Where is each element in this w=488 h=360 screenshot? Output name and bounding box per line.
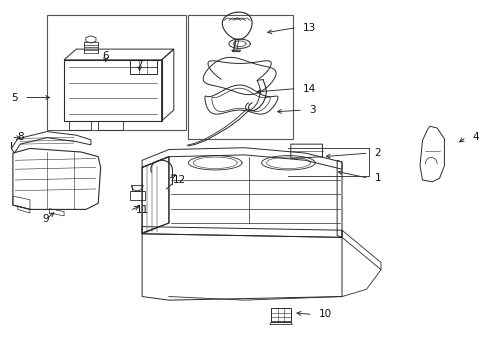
Text: 11: 11 [136,206,149,216]
Text: 1: 1 [374,173,381,183]
Text: 6: 6 [102,51,109,61]
Text: 2: 2 [374,148,381,158]
Text: 7: 7 [136,60,142,70]
Text: 8: 8 [17,132,24,142]
Bar [188,15,293,139]
Text: 10: 10 [318,310,331,319]
Text: 9: 9 [42,215,49,224]
Text: 12: 12 [172,175,185,185]
Text: 4: 4 [471,132,478,142]
Text: 13: 13 [302,23,315,33]
Text: 5: 5 [12,93,18,103]
Text: 3: 3 [308,105,315,115]
Text: 14: 14 [302,84,315,94]
Bar [47,15,185,130]
